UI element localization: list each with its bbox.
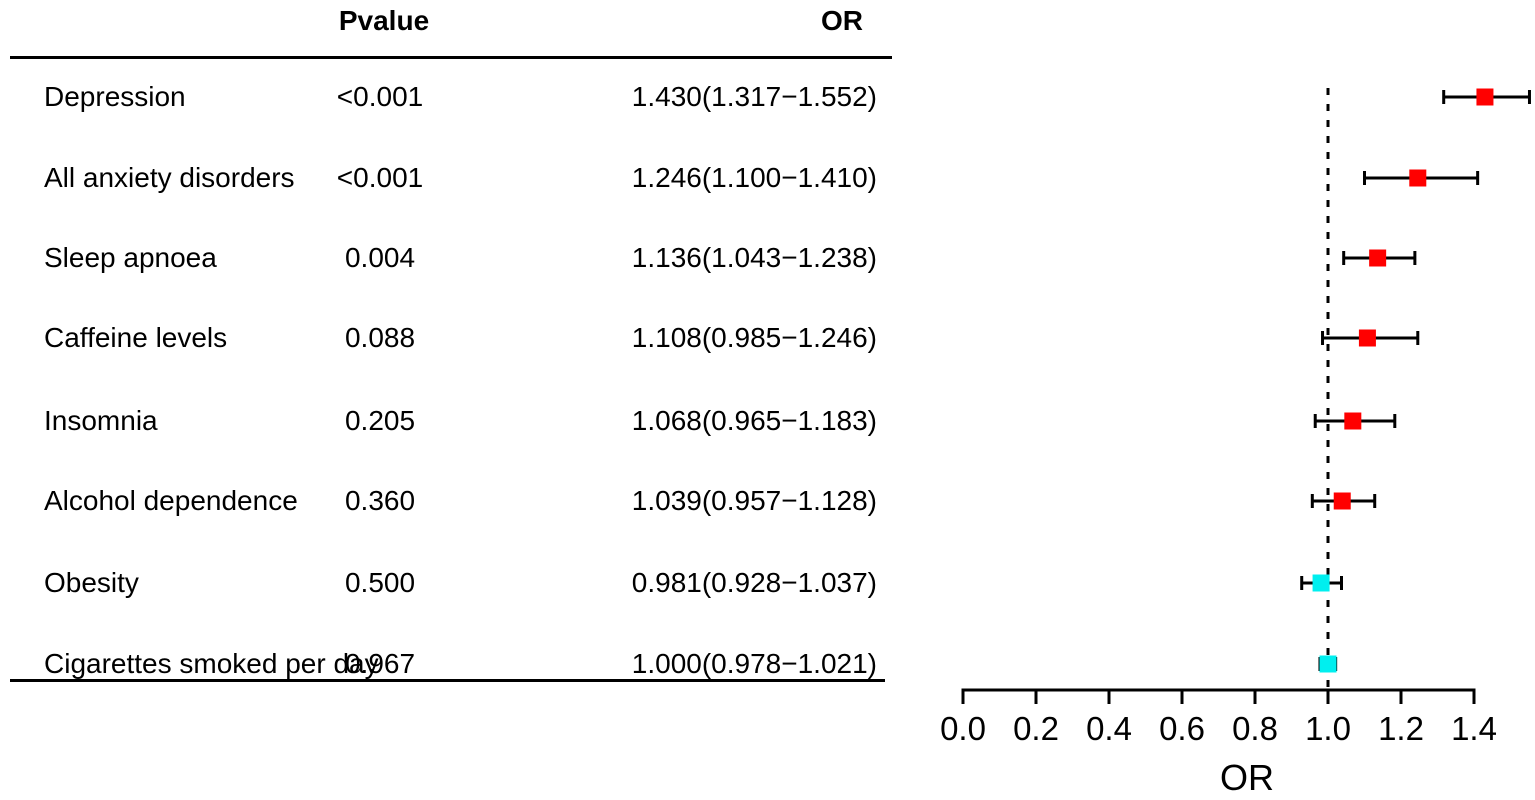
or-ci-cell: 1.068(0.965−1.183) — [631, 405, 877, 436]
pvalue-cell: 0.004 — [344, 242, 416, 273]
trait-label: Alcohol dependence — [44, 485, 298, 516]
trait-label: All anxiety disorders — [44, 162, 295, 193]
or-ci-cell: 1.246(1.100−1.410) — [631, 162, 877, 193]
or-marker — [1319, 655, 1337, 673]
trait-label: Cigarettes smoked per day — [44, 648, 379, 679]
table-bottom-rule — [10, 679, 885, 682]
or-ci-cell: 0.981(0.928−1.037) — [631, 567, 877, 598]
or-marker — [1358, 329, 1376, 347]
trait-label: Obesity — [44, 567, 139, 598]
x-axis-tick-label: 0.8 — [1232, 710, 1278, 747]
trait-label: Insomnia — [44, 405, 158, 436]
pvalue-cell: 0.500 — [344, 567, 416, 598]
x-axis-tick-label: 1.2 — [1378, 710, 1424, 747]
or-marker — [1344, 412, 1362, 430]
or-ci-cell: 1.039(0.957−1.128) — [631, 485, 877, 516]
or-ci-cell: 1.136(1.043−1.238) — [631, 242, 877, 273]
or-column-header: OR — [821, 5, 863, 36]
or-ci-cell: 1.000(0.978−1.021) — [631, 648, 877, 679]
pvalue-cell: 0.360 — [344, 485, 416, 516]
pvalue-cell: 0.205 — [344, 405, 416, 436]
x-axis-title: OR — [1220, 757, 1274, 798]
x-axis-tick-label: 1.0 — [1305, 710, 1351, 747]
pvalue-column-header: Pvalue — [338, 5, 430, 36]
x-axis-tick-label: 1.4 — [1451, 710, 1497, 747]
or-marker — [1312, 574, 1330, 592]
trait-label: Depression — [44, 81, 186, 112]
or-marker — [1409, 169, 1427, 187]
pvalue-cell: 0.967 — [344, 648, 416, 679]
x-axis-tick-label: 0.2 — [1013, 710, 1059, 747]
pvalue-cell: <0.001 — [336, 162, 424, 193]
pvalue-cell: <0.001 — [336, 81, 424, 112]
trait-label: Sleep apnoea — [44, 242, 217, 273]
or-ci-cell: 1.108(0.985−1.246) — [631, 322, 877, 353]
or-marker — [1333, 492, 1351, 510]
trait-label: Caffeine levels — [44, 322, 228, 353]
or-ci-cell: 1.430(1.317−1.552) — [631, 81, 877, 112]
x-axis-tick-label: 0.4 — [1086, 710, 1132, 747]
or-marker — [1476, 88, 1494, 106]
table-top-rule — [10, 56, 892, 59]
pvalue-cell: 0.088 — [344, 322, 416, 353]
x-axis-tick-label: 0.6 — [1159, 710, 1205, 747]
or-marker — [1369, 249, 1387, 267]
x-axis-tick-label: 0.0 — [940, 710, 986, 747]
